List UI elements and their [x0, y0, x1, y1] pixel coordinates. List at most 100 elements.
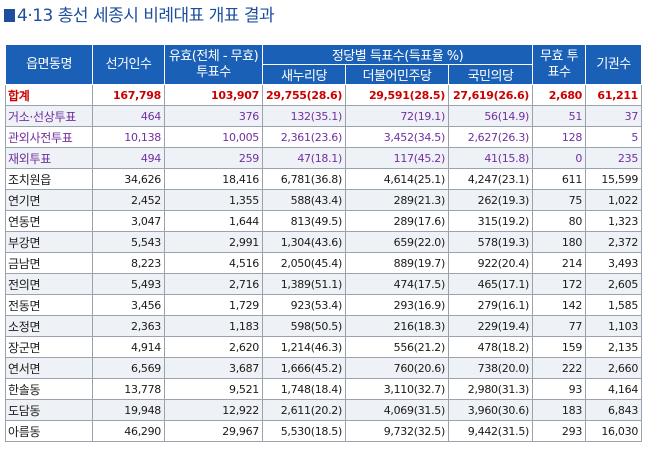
saenuri-votes-cell: 598(50.5): [262, 315, 346, 337]
invalid-votes-cell: 80: [532, 210, 587, 232]
voters-cell: 2,452: [92, 189, 165, 211]
table-row: 소정면 2,363 1,183 598(50.5) 216(18.3) 229(19.4)…: [5, 315, 643, 337]
header-party-kukmin: 국민의당: [447, 64, 534, 85]
kukmin-votes-cell: 2,627(26.3): [447, 126, 534, 148]
saenuri-votes-cell: 47(18.1): [262, 147, 346, 169]
valid-votes-cell: 3,687: [164, 357, 263, 379]
district-name: 한솔동: [5, 378, 93, 400]
abstain-cell: 16,030: [585, 420, 643, 442]
saenuri-votes-cell: 1,389(51.1): [262, 273, 346, 295]
minjoo-votes-cell: 3,110(32.7): [345, 378, 449, 400]
minjoo-votes-cell: 9,732(32.5): [345, 420, 449, 442]
kukmin-votes-cell: 41(15.8): [447, 147, 534, 169]
table-row: 거소·선상투표 464 376 132(35.1) 72(19.1) 56(14.9) 51…: [5, 105, 643, 127]
kukmin-votes-cell: 27,619(26.6): [447, 84, 534, 106]
voters-cell: 6,569: [92, 357, 165, 379]
kukmin-votes-cell: 279(16.1): [447, 294, 534, 316]
valid-votes-cell: 2,991: [164, 231, 263, 253]
results-table: 읍면동명 선거인수 유효(전체 - 무효)투표수 정당별 득표수(득표율 %) …: [5, 44, 643, 442]
minjoo-votes-cell: 29,591(28.5): [345, 84, 449, 106]
abstain-cell: 37: [585, 105, 643, 127]
invalid-votes-cell: 128: [532, 126, 587, 148]
kukmin-votes-cell: 3,960(30.6): [447, 399, 534, 421]
voters-cell: 167,798: [92, 84, 165, 106]
header-party-minjoo: 더불어민주당: [345, 64, 449, 85]
invalid-votes-cell: 611: [532, 168, 587, 190]
table-row: 관외사전투표 10,138 10,005 2,361(23.6) 3,452(34.5)…: [5, 126, 643, 148]
invalid-votes-cell: 159: [532, 336, 587, 358]
saenuri-votes-cell: 5,530(18.5): [262, 420, 346, 442]
abstain-cell: 2,135: [585, 336, 643, 358]
invalid-votes-cell: 77: [532, 315, 587, 337]
saenuri-votes-cell: 1,214(46.3): [262, 336, 346, 358]
district-name: 연서면: [5, 357, 93, 379]
table-row: 부강면 5,543 2,991 1,304(43.6) 659(22.0) 578(19.…: [5, 231, 643, 253]
saenuri-votes-cell: 1,748(18.4): [262, 378, 346, 400]
header-row-parties: 새누리당 더불어민주당 국민의당: [6, 64, 642, 85]
voters-cell: 3,456: [92, 294, 165, 316]
table-row: 연동면 3,047 1,644 813(49.5) 289(17.6) 315(19.2)…: [5, 210, 643, 232]
abstain-cell: 15,599: [585, 168, 643, 190]
saenuri-votes-cell: 132(35.1): [262, 105, 346, 127]
invalid-votes-cell: 222: [532, 357, 587, 379]
abstain-cell: 235: [585, 147, 643, 169]
kukmin-votes-cell: 478(18.2): [447, 336, 534, 358]
voters-cell: 13,778: [92, 378, 165, 400]
invalid-votes-cell: 51: [532, 105, 587, 127]
saenuri-votes-cell: 588(43.4): [262, 189, 346, 211]
kukmin-votes-cell: 56(14.9): [447, 105, 534, 127]
saenuri-votes-cell: 2,611(20.2): [262, 399, 346, 421]
kukmin-votes-cell: 738(20.0): [447, 357, 534, 379]
invalid-votes-cell: 214: [532, 252, 587, 274]
abstain-cell: 2,372: [585, 231, 643, 253]
header-voters: 선거인수: [92, 44, 165, 85]
district-name: 아름동: [5, 420, 93, 442]
voters-cell: 46,290: [92, 420, 165, 442]
invalid-votes-cell: 293: [532, 420, 587, 442]
minjoo-votes-cell: 659(22.0): [345, 231, 449, 253]
invalid-votes-cell: 172: [532, 273, 587, 295]
title-square-icon: [4, 9, 15, 22]
valid-votes-cell: 9,521: [164, 378, 263, 400]
abstain-cell: 6,843: [585, 399, 643, 421]
kukmin-votes-cell: 922(20.4): [447, 252, 534, 274]
saenuri-votes-cell: 2,050(45.4): [262, 252, 346, 274]
kukmin-votes-cell: 229(19.4): [447, 315, 534, 337]
district-name: 조치원읍: [5, 168, 93, 190]
invalid-votes-cell: 93: [532, 378, 587, 400]
table-body: 합계 167,798 103,907 29,755(28.6) 29,591(28.5)…: [5, 84, 643, 442]
abstain-cell: 4,164: [585, 378, 643, 400]
kukmin-votes-cell: 315(19.2): [447, 210, 534, 232]
page-title: 4·13 총선 세종시 비례대표 개표 결과: [4, 2, 275, 30]
district-name: 소정면: [5, 315, 93, 337]
voters-cell: 34,626: [92, 168, 165, 190]
valid-votes-cell: 1,729: [164, 294, 263, 316]
district-name: 장군면: [5, 336, 93, 358]
valid-votes-cell: 376: [164, 105, 263, 127]
valid-votes-cell: 4,516: [164, 252, 263, 274]
header-valid: 유효(전체 - 무효)투표수: [164, 44, 263, 85]
saenuri-votes-cell: 1,304(43.6): [262, 231, 346, 253]
invalid-votes-cell: 2,680: [532, 84, 587, 106]
header-party-group: 정당별 득표수(득표율 %): [261, 44, 534, 65]
kukmin-votes-cell: 578(19.3): [447, 231, 534, 253]
header-party-saenuri: 새누리당: [262, 64, 346, 85]
saenuri-votes-cell: 813(49.5): [262, 210, 346, 232]
saenuri-votes-cell: 6,781(36.8): [262, 168, 346, 190]
voters-cell: 8,223: [92, 252, 165, 274]
invalid-votes-cell: 180: [532, 231, 587, 253]
valid-votes-cell: 1,355: [164, 189, 263, 211]
table-row: 연기면 2,452 1,355 588(43.4) 289(21.3) 262(19.3)…: [5, 189, 643, 211]
voters-cell: 5,543: [92, 231, 165, 253]
minjoo-votes-cell: 556(21.2): [345, 336, 449, 358]
kukmin-votes-cell: 465(17.1): [447, 273, 534, 295]
kukmin-votes-cell: 262(19.3): [447, 189, 534, 211]
abstain-cell: 1,323: [585, 210, 643, 232]
table-row: 전동면 3,456 1,729 923(53.4) 293(16.9) 279(16.1)…: [5, 294, 643, 316]
valid-votes-cell: 29,967: [164, 420, 263, 442]
invalid-votes-cell: 142: [532, 294, 587, 316]
abstain-cell: 2,660: [585, 357, 643, 379]
district-name: 전동면: [5, 294, 93, 316]
valid-votes-cell: 103,907: [164, 84, 263, 106]
saenuri-votes-cell: 923(53.4): [262, 294, 346, 316]
